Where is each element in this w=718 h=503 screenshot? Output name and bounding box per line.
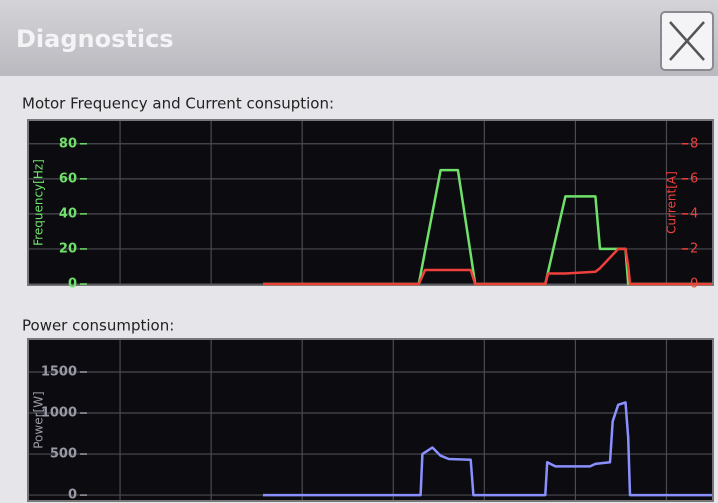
y2-tick-label: 2 bbox=[690, 241, 698, 256]
y-axis-label: Power[W] bbox=[32, 391, 46, 449]
chart-title: Power consumption: bbox=[22, 317, 174, 335]
y-tick-label: 1000 bbox=[41, 406, 77, 421]
y-tick-label: 1500 bbox=[41, 365, 77, 380]
y2-tick-label: 6 bbox=[690, 171, 698, 186]
y2-tick-label: 8 bbox=[690, 136, 698, 151]
plot-area bbox=[29, 340, 712, 500]
y2-tick-label: 4 bbox=[690, 206, 698, 221]
screen: Diagnostics Motor Frequency and Current … bbox=[0, 0, 718, 503]
y-tick-label: 40 bbox=[59, 206, 77, 221]
y-axis-label: Frequency[Hz] bbox=[32, 159, 46, 246]
close-button[interactable] bbox=[661, 12, 713, 70]
y-tick-label: 0 bbox=[68, 488, 77, 503]
chart-title: Motor Frequency and Current consuption: bbox=[22, 95, 334, 113]
y-tick-label: 0 bbox=[68, 277, 77, 292]
y-tick-label: 500 bbox=[50, 447, 77, 462]
y2-axis-label: Current[A] bbox=[665, 171, 679, 234]
y-tick-label: 20 bbox=[59, 241, 77, 256]
y-tick-label: 60 bbox=[59, 171, 77, 186]
y-tick-label: 80 bbox=[59, 136, 77, 151]
window-title: Diagnostics bbox=[16, 25, 174, 53]
